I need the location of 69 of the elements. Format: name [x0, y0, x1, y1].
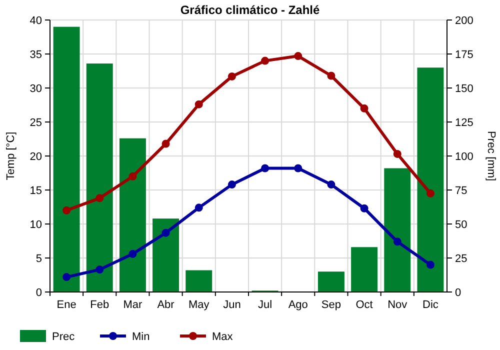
legend-label: Prec: [52, 330, 76, 343]
y-tick-label: 40: [30, 14, 42, 27]
bar: [119, 138, 146, 292]
bar: [384, 168, 411, 292]
point: [426, 260, 434, 269]
point: [62, 206, 71, 214]
x-tick-label: Dic: [422, 299, 439, 311]
x-tick-label: Oct: [356, 299, 373, 311]
point: [128, 250, 137, 258]
bar: [417, 68, 444, 292]
point: [261, 164, 270, 172]
y2-tick-label: 200: [455, 14, 474, 27]
point: [360, 104, 368, 112]
chart-title: Gráfico climático - Zahlé: [180, 3, 320, 17]
bar: [86, 64, 113, 292]
point: [96, 266, 104, 274]
point: [261, 56, 270, 65]
x-tick-label: Jun: [223, 299, 241, 311]
point: [426, 189, 434, 198]
point: [194, 100, 203, 108]
legend-label: Max: [212, 330, 234, 343]
point: [393, 150, 402, 158]
bar: [186, 270, 212, 292]
x-tick-label: Ago: [288, 299, 308, 311]
point: [162, 140, 170, 148]
y2-tick-label: 0: [455, 286, 462, 299]
y2-tick-label: 25: [455, 252, 468, 265]
point: [360, 204, 368, 212]
y-tick-label: 35: [30, 48, 42, 61]
point: [228, 180, 236, 189]
x-tick-label: Abr: [157, 299, 175, 311]
x-tick-label: Nov: [388, 299, 408, 311]
point: [96, 194, 104, 202]
y-tick-label: 15: [30, 184, 42, 197]
bar: [318, 272, 344, 292]
point: [128, 172, 137, 180]
y-tick-label: 5: [36, 252, 42, 265]
y2-tick-label: 125: [455, 116, 474, 129]
y2-tick-label: 175: [455, 48, 474, 61]
point: [62, 273, 71, 282]
bar: [351, 247, 378, 292]
y2-tick-label: 50: [455, 218, 468, 231]
y2-axis-title: Prec [mm]: [485, 130, 497, 182]
point: [194, 204, 203, 212]
x-tick-label: Feb: [90, 299, 110, 311]
y-tick-label: 25: [30, 116, 42, 129]
y-tick-label: 20: [30, 150, 42, 163]
point: [162, 228, 170, 237]
x-tick-label: May: [188, 299, 210, 311]
x-tick-label: Jul: [258, 299, 272, 311]
y-axis-title: Temp [°C]: [5, 132, 17, 180]
x-tick-label: Ene: [56, 299, 76, 311]
x-tick-label: Mar: [123, 299, 143, 311]
point: [294, 164, 302, 172]
y2-tick-label: 75: [455, 184, 468, 197]
bar: [53, 26, 80, 292]
point: [327, 72, 336, 80]
x-tick-label: Sep: [321, 299, 341, 311]
y-tick-label: 10: [30, 218, 42, 231]
point: [294, 52, 302, 60]
point: [393, 238, 402, 246]
y2-tick-label: 150: [455, 82, 474, 95]
point: [228, 72, 236, 80]
point: [327, 180, 336, 189]
y-tick-label: 30: [30, 82, 42, 95]
y2-tick-label: 100: [455, 150, 474, 163]
y-tick-label: 0: [36, 286, 42, 299]
bar: [152, 218, 180, 292]
legend-label: Min: [132, 330, 150, 343]
